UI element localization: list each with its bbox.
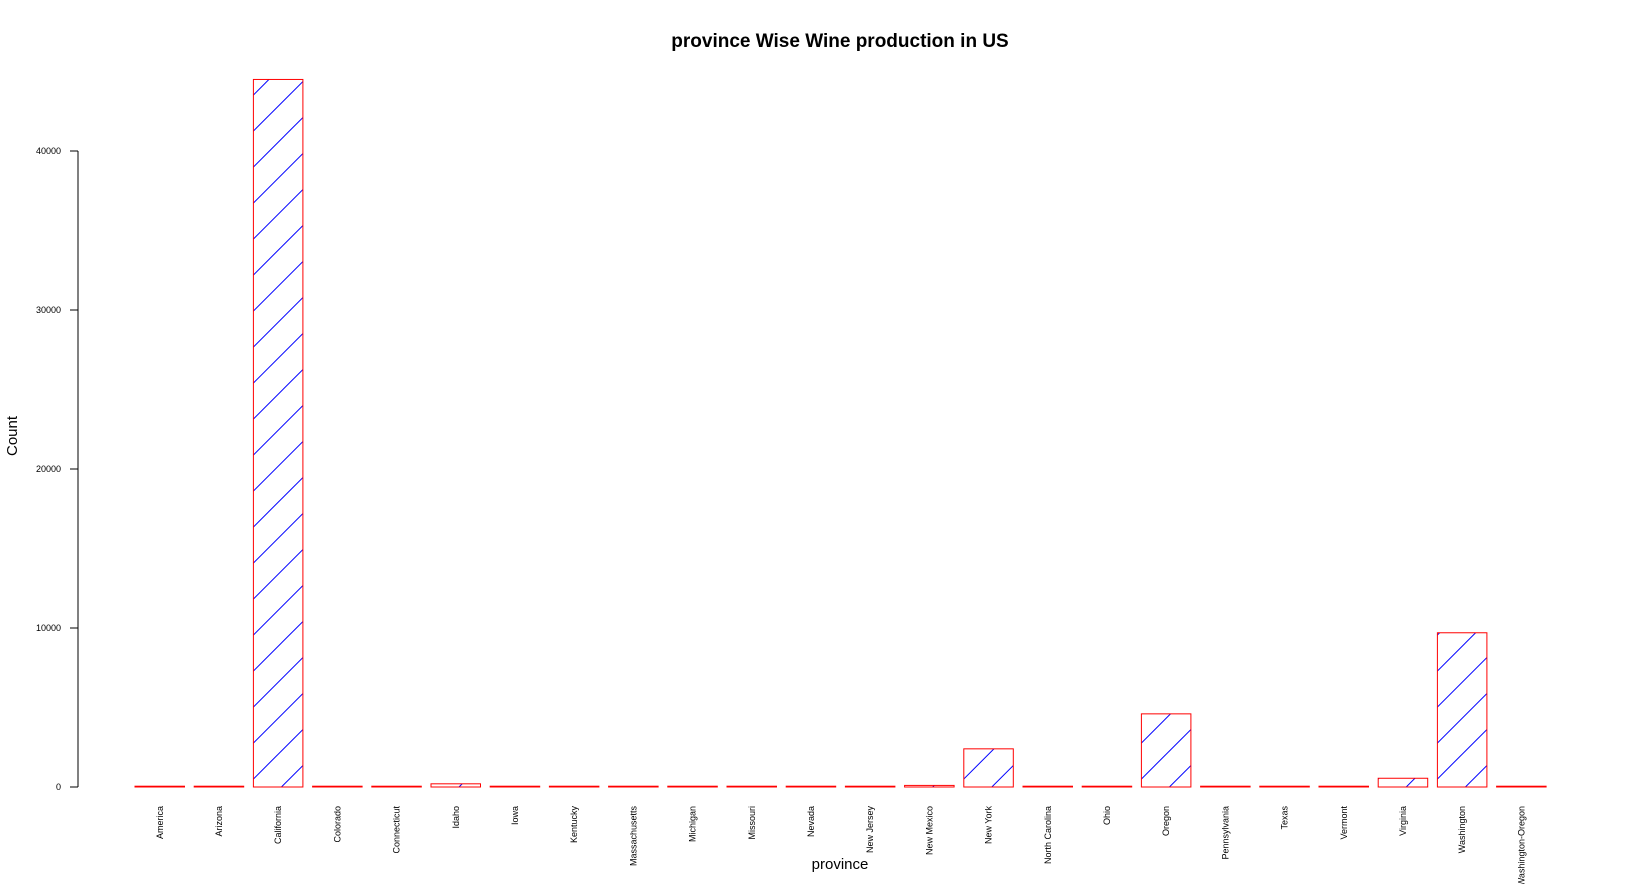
bar-outline — [608, 785, 659, 788]
x-tick-label: America — [155, 806, 165, 839]
x-tick-label: New York — [984, 806, 994, 845]
bar-outline — [844, 785, 896, 788]
y-tick-label: 10000 — [36, 623, 61, 633]
bar — [371, 785, 422, 788]
bar — [489, 785, 541, 788]
bar-outline — [726, 785, 777, 788]
bar — [134, 785, 185, 788]
bar — [726, 785, 777, 788]
bar-outline — [667, 785, 718, 788]
x-tick-label: Iowa — [510, 806, 520, 825]
bar — [1022, 785, 1073, 788]
x-tick-label: Washington-Oregon — [1516, 806, 1526, 884]
x-tick-label: Colorado — [332, 806, 342, 843]
x-tick-label: Pennsylvania — [1220, 806, 1230, 860]
x-tick-label: Oregon — [1161, 806, 1171, 836]
y-tick-label: 40000 — [36, 146, 61, 156]
bar-outline — [430, 783, 481, 788]
bar-outline — [1140, 713, 1192, 788]
x-tick-label: New Mexico — [924, 806, 934, 855]
bar — [963, 748, 1014, 788]
x-tick-label: Idaho — [451, 806, 461, 829]
bar-outline — [1436, 632, 1488, 788]
x-tick-label: Virginia — [1398, 806, 1408, 836]
bar-outline — [371, 785, 422, 788]
bar — [785, 785, 837, 788]
bar — [548, 785, 600, 788]
bar-outline — [252, 78, 304, 788]
bar-outline — [1496, 785, 1547, 788]
bar-hatch — [963, 748, 1014, 788]
bar — [1318, 785, 1369, 788]
x-tick-label: Ohio — [1102, 806, 1112, 825]
x-tick-label: New Jersey — [865, 806, 875, 854]
x-tick-label: Michigan — [688, 806, 698, 842]
x-tick-label: North Carolina — [1043, 806, 1053, 864]
bar-hatch — [1437, 632, 1487, 788]
x-tick-label: Missouri — [747, 806, 757, 840]
bar — [252, 78, 304, 788]
bars-group — [134, 78, 1547, 788]
y-tick-label: 20000 — [36, 464, 61, 474]
bar — [844, 785, 896, 788]
bar — [430, 783, 481, 788]
x-tick-label: Connecticut — [392, 806, 402, 854]
category-labels: America Arizona California Colorado Connecti… — [155, 806, 1527, 884]
bar-outline — [1259, 785, 1310, 788]
x-tick-label: Kentucky — [569, 806, 579, 844]
bar — [1081, 785, 1133, 788]
y-tick-label: 30000 — [36, 305, 61, 315]
bar-outline — [963, 748, 1014, 788]
x-tick-label: Washington — [1457, 806, 1467, 853]
bar — [1377, 777, 1429, 788]
bar — [1436, 632, 1488, 788]
bar-hatch — [1141, 713, 1191, 787]
chart-title: province Wise Wine production in US — [671, 31, 1008, 52]
y-tick-label: 0 — [56, 782, 61, 792]
x-tick-label: Arizona — [214, 806, 224, 837]
bar — [608, 785, 659, 788]
bar-outline — [1022, 785, 1073, 788]
bar-outline — [312, 785, 363, 788]
y-axis-label: Count — [4, 415, 21, 456]
bar — [1259, 785, 1310, 788]
x-tick-label: California — [273, 806, 283, 844]
bar — [312, 785, 363, 788]
y-axis: 0 10000 20000 30000 40000 — [36, 146, 79, 792]
x-tick-label: Nevada — [806, 806, 816, 837]
x-tick-label: Texas — [1280, 806, 1290, 830]
x-axis-label: province — [812, 856, 869, 873]
x-tick-label: Vermont — [1339, 806, 1349, 840]
bar-outline — [1081, 785, 1133, 788]
bar — [667, 785, 718, 788]
x-tick-label: Massachusetts — [628, 806, 638, 867]
bar-outline — [489, 785, 541, 788]
bar — [1496, 785, 1547, 788]
bar-outline — [1200, 785, 1251, 788]
bar-hatch — [253, 79, 303, 787]
bar-outline — [785, 785, 837, 788]
bar-outline — [134, 785, 185, 788]
bar-outline — [904, 784, 955, 788]
bar-outline — [548, 785, 600, 788]
bar — [193, 785, 245, 788]
bar — [1140, 713, 1192, 788]
bar-outline — [1377, 777, 1429, 788]
bar-outline — [193, 785, 245, 788]
bar — [1200, 785, 1251, 788]
bar — [904, 784, 955, 788]
bar-outline — [1318, 785, 1369, 788]
